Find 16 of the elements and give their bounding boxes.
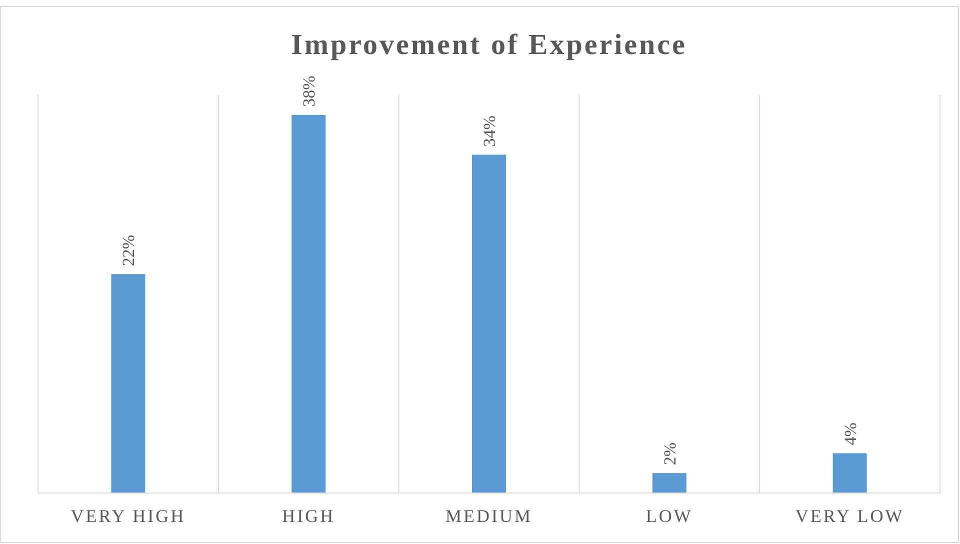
data-label: 22% [119, 234, 138, 266]
data-label: 34% [480, 116, 499, 147]
bar [111, 274, 146, 493]
data-label: 38% [300, 76, 319, 107]
x-tick-label: HIGH [282, 506, 336, 526]
bar [472, 154, 506, 493]
bar [832, 453, 867, 493]
chart-title: Improvement of Experience [291, 29, 687, 61]
x-tick-label: MEDIUM [446, 506, 532, 526]
x-tick-label: LOW [646, 506, 693, 526]
bar [292, 114, 326, 493]
x-tick-label: VERY LOW [795, 506, 904, 526]
bar [652, 473, 686, 493]
x-tick-label: VERY HIGH [70, 506, 186, 526]
data-label: 4% [840, 422, 860, 446]
data-label: 2% [660, 442, 680, 466]
